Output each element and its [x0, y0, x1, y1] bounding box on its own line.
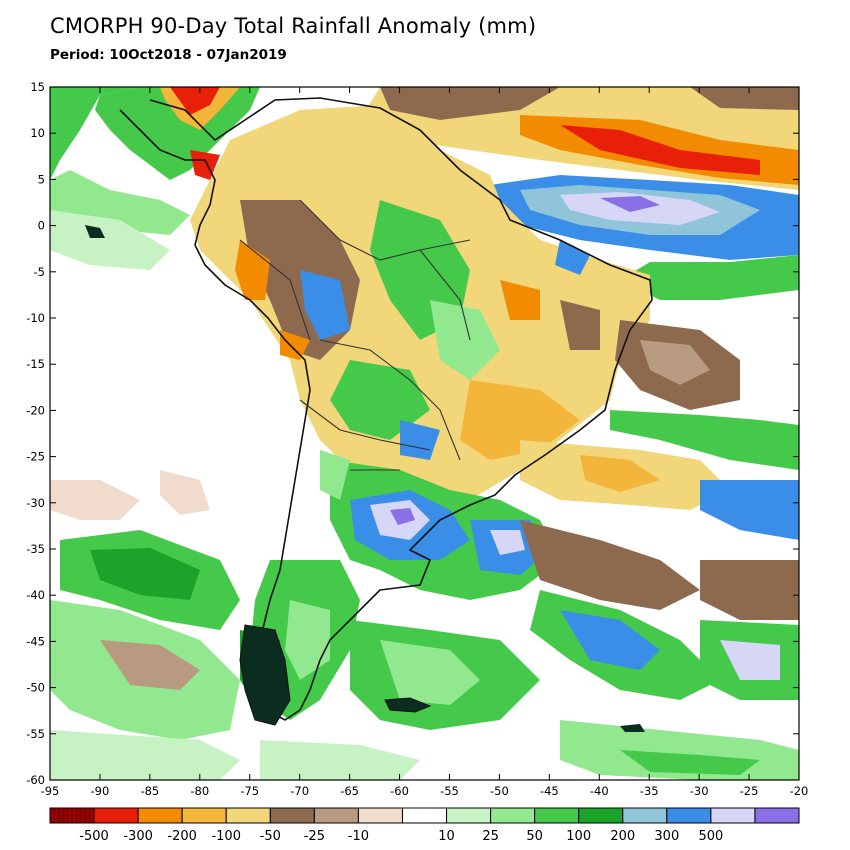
legend-swatch [269, 807, 315, 824]
legend-swatch [137, 807, 183, 824]
legend-label: -300 [123, 829, 153, 844]
lat-tick-label: -50 [26, 681, 45, 695]
legend-label: 200 [610, 829, 635, 844]
lon-tick-label: -45 [540, 784, 559, 798]
lon-tick-label: -75 [240, 784, 259, 798]
legend-label: -50 [260, 829, 281, 844]
lon-tick-label: -25 [740, 784, 759, 798]
legend-label: 25 [482, 829, 499, 844]
map-title: CMORPH 90-Day Total Rainfall Anomaly (mm… [50, 14, 537, 38]
latitude-axis: 15 10 5 0 -5 -10 -15 -20 -25 -30 -35 -40 -45 -50 -55 -6… [26, 80, 799, 787]
lon-tick-label: -50 [490, 784, 509, 798]
lat-tick-label: 10 [30, 126, 45, 140]
legend-swatch [93, 807, 139, 824]
legend-swatch [490, 807, 536, 824]
longitude-axis: -95 -90 -85 -80 -75 -70 -65 -60 -55 -50 -45 -40 -35 -… [41, 87, 809, 798]
legend-label: -200 [167, 829, 197, 844]
lon-tick-label: -40 [590, 784, 609, 798]
lat-tick-label: 15 [30, 80, 45, 94]
lon-tick-label: -80 [190, 784, 209, 798]
lon-tick-label: -90 [91, 784, 110, 798]
lon-tick-label: -70 [290, 784, 309, 798]
legend-swatch [578, 807, 624, 824]
lon-tick-label: -95 [41, 784, 60, 798]
legend-swatch [313, 807, 359, 824]
lat-tick-label: -30 [26, 496, 45, 510]
lat-tick-label: -15 [26, 357, 45, 371]
legend-swatch [666, 807, 712, 824]
legend-label: 100 [566, 829, 591, 844]
coastlines [85, 97, 653, 732]
legend-swatch [710, 807, 756, 824]
lat-tick-label: -10 [26, 311, 45, 325]
lon-tick-label: -30 [690, 784, 709, 798]
legend-label: -25 [304, 829, 325, 844]
lon-tick-label: -65 [340, 784, 359, 798]
lat-tick-label: 5 [38, 172, 45, 186]
legend-swatch [622, 807, 668, 824]
legend-swatch [754, 807, 800, 824]
lon-tick-label: -20 [790, 784, 809, 798]
legend-label: 300 [654, 829, 679, 844]
legend-label: -10 [348, 829, 369, 844]
lat-tick-label: -55 [26, 727, 45, 741]
legend-swatch [446, 807, 492, 824]
legend-swatch [534, 807, 580, 824]
legend-label: -100 [211, 829, 241, 844]
plot-frame [49, 86, 800, 781]
lat-tick-label: -25 [26, 450, 45, 464]
lon-tick-label: -55 [440, 784, 459, 798]
lat-tick-label: -5 [34, 265, 45, 279]
lon-tick-label: -60 [390, 784, 409, 798]
lat-tick-label: -45 [26, 634, 45, 648]
legend-swatch [401, 807, 448, 824]
lat-tick-label: 0 [38, 219, 45, 233]
legend-label: 10 [438, 829, 455, 844]
legend-swatch [181, 807, 227, 824]
lat-tick-label: -60 [26, 773, 45, 787]
period-subtitle: Period: 10Oct2018 - 07Jan2019 [50, 47, 287, 63]
lat-tick-label: -35 [26, 542, 45, 556]
legend-label: 500 [698, 829, 723, 844]
legend-label: 50 [526, 829, 543, 844]
legend-swatch [357, 807, 403, 824]
lon-tick-label: -85 [140, 784, 159, 798]
legend-swatch [225, 807, 271, 824]
lat-tick-label: -40 [26, 588, 45, 602]
lon-tick-label: -35 [640, 784, 659, 798]
lat-tick-label: -20 [26, 403, 45, 417]
legend-label: -500 [79, 829, 109, 844]
